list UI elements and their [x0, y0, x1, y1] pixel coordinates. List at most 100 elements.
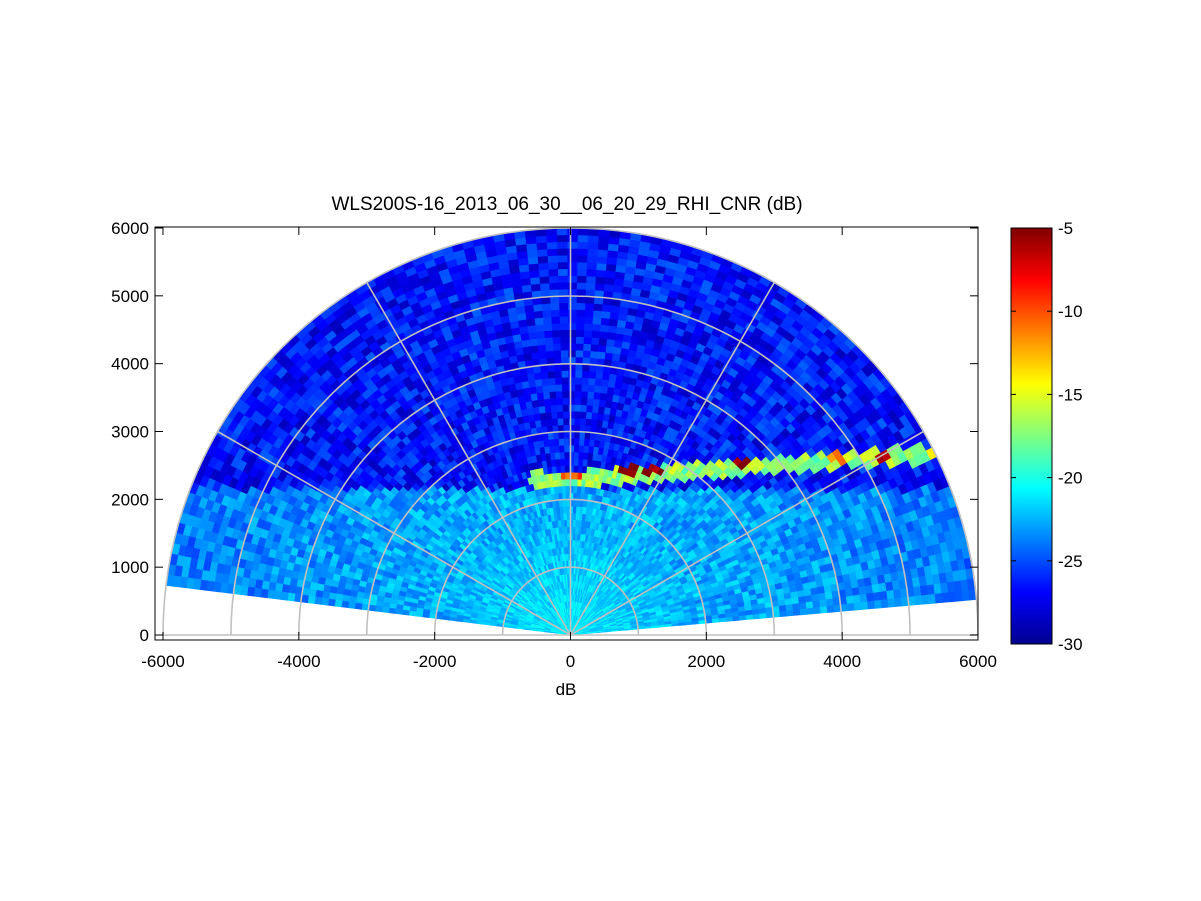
cnr-cell: [573, 431, 580, 439]
cnr-cell: [287, 592, 296, 602]
cnr-cell: [320, 597, 330, 606]
cnr-cell: [572, 492, 578, 500]
cnr-cell: [562, 424, 570, 432]
cnr-cell: [576, 472, 583, 480]
cnr-cell: [388, 607, 397, 614]
chart-title: WLS200S-16_2013_06_30__06_20_29_RHI_CNR …: [331, 194, 802, 215]
cnr-cell: [598, 399, 606, 408]
cnr-cell: [442, 615, 450, 621]
cnr-cell: [401, 609, 410, 616]
cnr-cell: [591, 330, 601, 339]
cnr-cell: [559, 329, 569, 338]
cnr-cell: [421, 612, 430, 618]
cnr-cell: [563, 437, 570, 446]
cnr-cell: [582, 458, 588, 467]
cnr-cell: [574, 370, 583, 378]
cnr-cell: [579, 411, 587, 419]
cnr-cell: [554, 377, 563, 385]
cnr-cell: [553, 438, 560, 447]
cnr-cell: [792, 608, 801, 616]
cnr-cell: [567, 376, 576, 385]
cnr-cell: [552, 343, 561, 351]
cnr-cell: [585, 404, 593, 413]
cnr-cell: [542, 391, 551, 400]
cnr-cell: [587, 377, 596, 386]
cnr-cell: [354, 602, 363, 610]
cnr-cell: [554, 370, 562, 379]
cnr-cell: [577, 458, 584, 467]
cnr-cell: [551, 418, 558, 426]
cnr-cell: [340, 600, 350, 609]
cnr-cell: [846, 602, 855, 612]
cnr-cell: [561, 383, 569, 392]
cnr-cell: [568, 417, 575, 426]
cnr-cell: [586, 391, 595, 400]
cnr-cell: [561, 390, 569, 399]
cnr-cell: [567, 329, 577, 337]
cnr-cell: [573, 424, 580, 432]
cnr-cell: [314, 596, 323, 605]
cnr-cell: [819, 605, 828, 614]
cnr-cell: [560, 471, 566, 480]
cnr-cell: [568, 444, 575, 453]
cnr-cell: [580, 390, 588, 399]
cnr-cell: [853, 601, 862, 611]
cnr-cell: [599, 385, 608, 394]
cnr-cell: [597, 344, 607, 353]
cnr-cell: [556, 417, 564, 426]
cnr-cell: [598, 330, 609, 340]
cnr-cell: [594, 378, 603, 387]
cnr-cell: [859, 593, 868, 603]
cnr-cell: [860, 600, 869, 610]
cnr-cell: [563, 431, 570, 439]
cnr-cell: [547, 377, 556, 386]
cnr-cell: [582, 343, 592, 352]
cnr-cell: [462, 618, 471, 623]
cnr-cell: [560, 356, 569, 365]
cnr-cell: [564, 478, 570, 487]
cnr-cell: [578, 444, 585, 453]
cnr-cell: [601, 372, 610, 381]
cnr-cell: [813, 606, 822, 615]
cnr-cell: [594, 371, 604, 380]
cnr-cell: [574, 397, 582, 405]
cnr-cell: [786, 609, 795, 617]
cnr-cell: [545, 350, 554, 359]
cnr-cell: [551, 329, 561, 338]
cnr-cell: [534, 378, 543, 387]
cnr-cell: [572, 505, 577, 514]
cnr-cell: [559, 336, 569, 344]
cnr-cell: [577, 465, 583, 473]
cnr-cell: [579, 417, 586, 426]
cnr-cell: [574, 356, 583, 365]
cnr-cell: [572, 512, 577, 521]
cnr-cell: [590, 336, 600, 345]
cnr-cell: [543, 329, 553, 338]
cnr-cell: [588, 438, 595, 447]
cnr-cell: [592, 398, 600, 407]
cnr-cell: [582, 350, 591, 358]
cnr-cell: [530, 351, 540, 360]
cnr-cell: [567, 349, 576, 358]
cnr-cell: [578, 438, 585, 446]
cnr-cell: [558, 438, 565, 446]
cnr-cell: [533, 371, 542, 381]
cnr-cell: [812, 599, 821, 608]
cnr-cell: [564, 471, 570, 480]
cnr-cell: [597, 405, 605, 414]
cnr-cell: [567, 343, 576, 351]
cnr-cell: [327, 598, 336, 607]
cnr-cell: [573, 465, 579, 473]
cnr-cell: [573, 410, 581, 419]
cnr-cell: [557, 424, 564, 433]
cnr-cell: [415, 611, 424, 618]
cnr-cell: [568, 383, 576, 392]
cnr-cell: [604, 351, 614, 361]
cnr-cell: [535, 385, 544, 394]
cnr-cell: [564, 458, 570, 466]
cnr-cell: [554, 383, 563, 392]
cnr-cell: [592, 391, 601, 400]
cnr-cell: [596, 412, 604, 421]
cnr-cell: [544, 343, 554, 352]
cnr-cell: [574, 383, 582, 392]
